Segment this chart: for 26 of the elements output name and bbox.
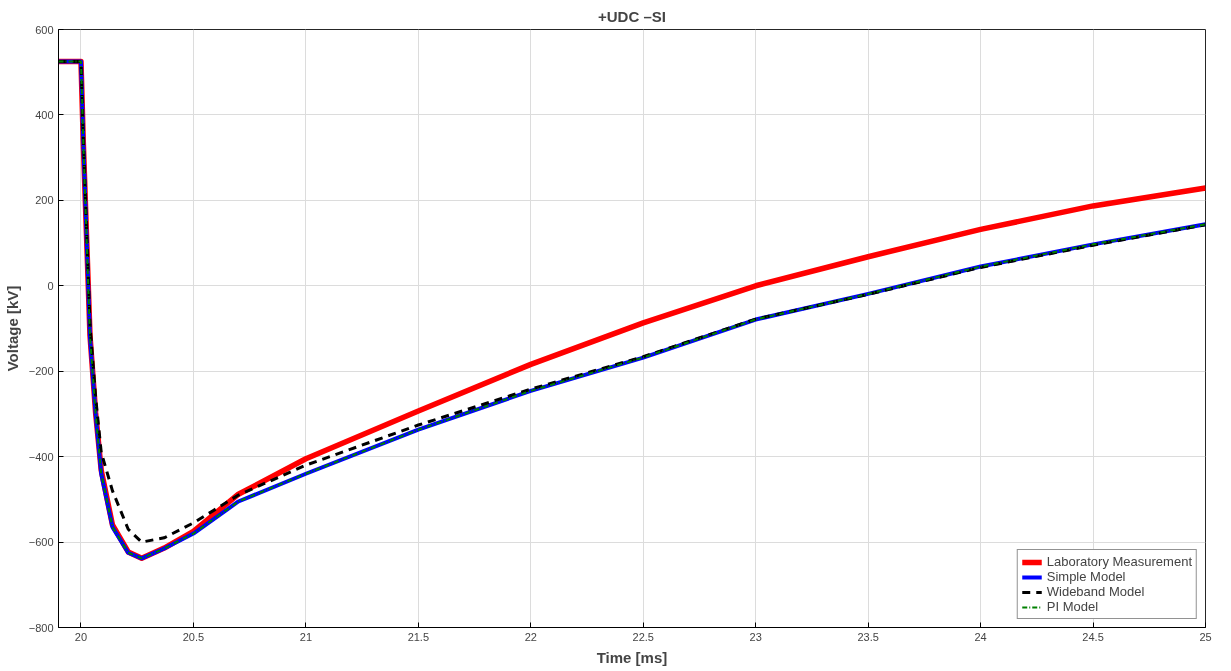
x-tick-label: 21	[299, 630, 313, 643]
x-tick-label: 21.5	[407, 630, 430, 643]
y-axis-title: Voltage [kV]	[3, 285, 21, 372]
x-tick-label: 22.5	[632, 630, 654, 643]
x-tick-label: 23.5	[857, 630, 879, 643]
x-tick-label: 24.5	[1082, 630, 1104, 643]
y-tick-label: −800	[28, 621, 54, 634]
y-tick-label: 600	[35, 23, 54, 36]
y-tick-label: 0	[47, 279, 54, 292]
x-axis-title: Time [ms]	[596, 648, 668, 666]
x-tick-label: 24	[974, 630, 987, 643]
x-tick-label: 20.5	[182, 630, 205, 643]
y-tick-label: 400	[35, 108, 54, 121]
x-tick-label: 25	[1199, 630, 1212, 643]
legend-label: Simple Model	[1046, 569, 1126, 584]
y-tick-label: −200	[28, 365, 54, 378]
legend-label: Laboratory Measurement	[1046, 554, 1192, 569]
y-tick-label: −400	[28, 450, 54, 463]
x-tick-label: 22	[524, 630, 537, 643]
legend-label: PI Model	[1046, 599, 1099, 614]
chart-title: +UDC –SI	[598, 7, 666, 25]
y-tick-label: 200	[35, 194, 54, 207]
x-tick-label: 23	[749, 630, 762, 643]
legend-label: Wideband Model	[1046, 584, 1145, 599]
x-tick-label: 20	[74, 630, 88, 643]
y-tick-label: −600	[28, 536, 54, 549]
